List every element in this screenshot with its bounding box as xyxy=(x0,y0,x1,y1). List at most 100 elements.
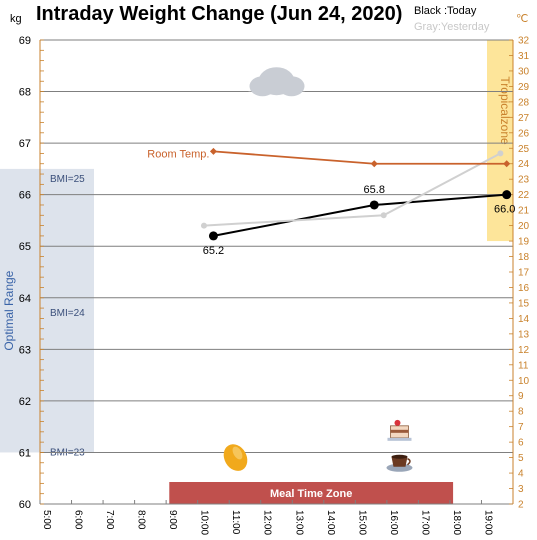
right-tick-label: 20 xyxy=(518,221,530,232)
right-tick-label: 14 xyxy=(518,314,530,325)
optimal-range-label: Optimal Range xyxy=(2,270,16,350)
x-tick-label: 7:00 xyxy=(104,510,115,530)
cake-icon xyxy=(387,419,412,441)
coffee-handle xyxy=(406,458,411,466)
right-tick-label: 11 xyxy=(518,360,529,371)
right-tick-label: 30 xyxy=(518,66,530,77)
room_temp-line xyxy=(213,150,507,165)
chart-title: Intraday Weight Change (Jun 24, 2020) xyxy=(36,3,402,25)
yesterday-point xyxy=(200,222,207,229)
bmi-label: BMI=25 xyxy=(50,174,85,185)
yesterday-point xyxy=(497,150,504,157)
right-tick-label: 18 xyxy=(518,252,530,263)
meal-time-zone-label: Meal Time Zone xyxy=(270,488,352,500)
right-tick-label: 13 xyxy=(518,329,530,340)
right-tick-label: 5 xyxy=(518,453,524,464)
right-tick-label: 24 xyxy=(518,159,530,170)
tropical-zone-band xyxy=(487,40,513,242)
x-tick-label: 15:00 xyxy=(356,510,367,535)
room-temp-point xyxy=(370,160,378,168)
right-axis-unit: ℃ xyxy=(516,13,528,25)
right-tick-label: 23 xyxy=(518,175,530,186)
right-tick-label: 7 xyxy=(518,422,524,433)
today-line xyxy=(213,193,507,237)
today-point xyxy=(208,231,218,241)
x-tick-label: 6:00 xyxy=(73,510,84,530)
right-tick-label: 29 xyxy=(518,82,530,93)
today-data-label: 66.0 xyxy=(494,204,515,216)
room-temp-label: Room Temp. xyxy=(147,148,209,160)
bmi-label: BMI=24 xyxy=(50,308,85,319)
cloud-icon xyxy=(248,67,305,97)
right-tick-label: 10 xyxy=(518,376,530,387)
cake-plate xyxy=(387,437,412,441)
coffee-saucer xyxy=(386,463,413,472)
right-tick-label: 3 xyxy=(518,484,524,495)
mango-icon xyxy=(223,444,248,471)
x-tick-label: 19:00 xyxy=(482,510,493,535)
today-point xyxy=(369,200,379,210)
right-tick-label: 9 xyxy=(518,391,524,402)
right-tick-label: 15 xyxy=(518,298,530,309)
right-tick-label: 4 xyxy=(518,469,524,480)
x-tick-label: 9:00 xyxy=(167,510,178,530)
right-tick-label: 31 xyxy=(518,51,530,62)
x-tick-label: 8:00 xyxy=(136,510,147,530)
x-tick-label: 14:00 xyxy=(325,510,336,535)
right-tick-label: 6 xyxy=(518,438,524,449)
cloud-part xyxy=(249,76,276,97)
right-tick-label: 28 xyxy=(518,97,530,108)
legend-today: Black :Today xyxy=(414,5,477,17)
right-tick-label: 26 xyxy=(518,128,530,139)
right-tick-label: 17 xyxy=(518,268,530,279)
optimal-range-band xyxy=(0,168,94,453)
cake-cherry xyxy=(394,419,401,426)
right-tick-label: 22 xyxy=(518,190,530,201)
right-tick-label: 19 xyxy=(518,237,530,248)
cake-layer xyxy=(390,429,409,433)
room-temp-point xyxy=(209,147,217,155)
mango-body xyxy=(223,444,248,471)
left-tick-label: 66 xyxy=(19,190,31,202)
coffee-cup xyxy=(391,456,408,467)
right-tick-label: 21 xyxy=(518,206,530,217)
left-tick-label: 62 xyxy=(19,396,31,408)
coffee-icon xyxy=(386,454,413,472)
right-tick-label: 27 xyxy=(518,113,530,124)
right-tick-label: 12 xyxy=(518,345,530,356)
right-tick-label: 32 xyxy=(518,36,530,47)
left-tick-label: 68 xyxy=(19,87,31,99)
tropical-zone-label: Tropicalzone xyxy=(498,76,512,145)
today-point xyxy=(502,190,512,200)
right-tick-label: 2 xyxy=(518,500,524,511)
x-tick-label: 5:00 xyxy=(41,510,52,530)
x-tick-label: 10:00 xyxy=(199,510,210,535)
x-tick-label: 16:00 xyxy=(388,510,399,535)
left-tick-label: 60 xyxy=(19,499,31,511)
meal-time-zone-bar xyxy=(169,482,454,504)
coffee-top xyxy=(391,454,408,459)
left-tick-label: 65 xyxy=(19,241,31,253)
x-tick-label: 13:00 xyxy=(293,510,304,535)
left-tick-label: 63 xyxy=(19,344,31,356)
left-axis-unit: kg xyxy=(10,13,22,25)
x-tick-label: 18:00 xyxy=(451,510,462,535)
cloud-part xyxy=(278,76,305,97)
left-tick-label: 61 xyxy=(19,447,31,459)
mango-highlight xyxy=(232,446,243,460)
x-tick-label: 11:00 xyxy=(230,510,241,535)
x-tick-label: 17:00 xyxy=(419,510,430,535)
left-tick-label: 64 xyxy=(19,293,31,305)
legend-yesterday: Gray:Yesterday xyxy=(414,21,490,33)
right-tick-label: 16 xyxy=(518,283,530,294)
today-data-label: 65.2 xyxy=(203,245,224,257)
x-tick-label: 12:00 xyxy=(262,510,273,535)
left-tick-label: 69 xyxy=(19,35,31,47)
right-tick-label: 8 xyxy=(518,407,524,418)
yesterday-point xyxy=(380,212,387,219)
left-tick-label: 67 xyxy=(19,138,31,150)
right-tick-label: 25 xyxy=(518,144,530,155)
today-data-label: 65.8 xyxy=(364,184,385,196)
room-temp-point xyxy=(503,160,511,168)
